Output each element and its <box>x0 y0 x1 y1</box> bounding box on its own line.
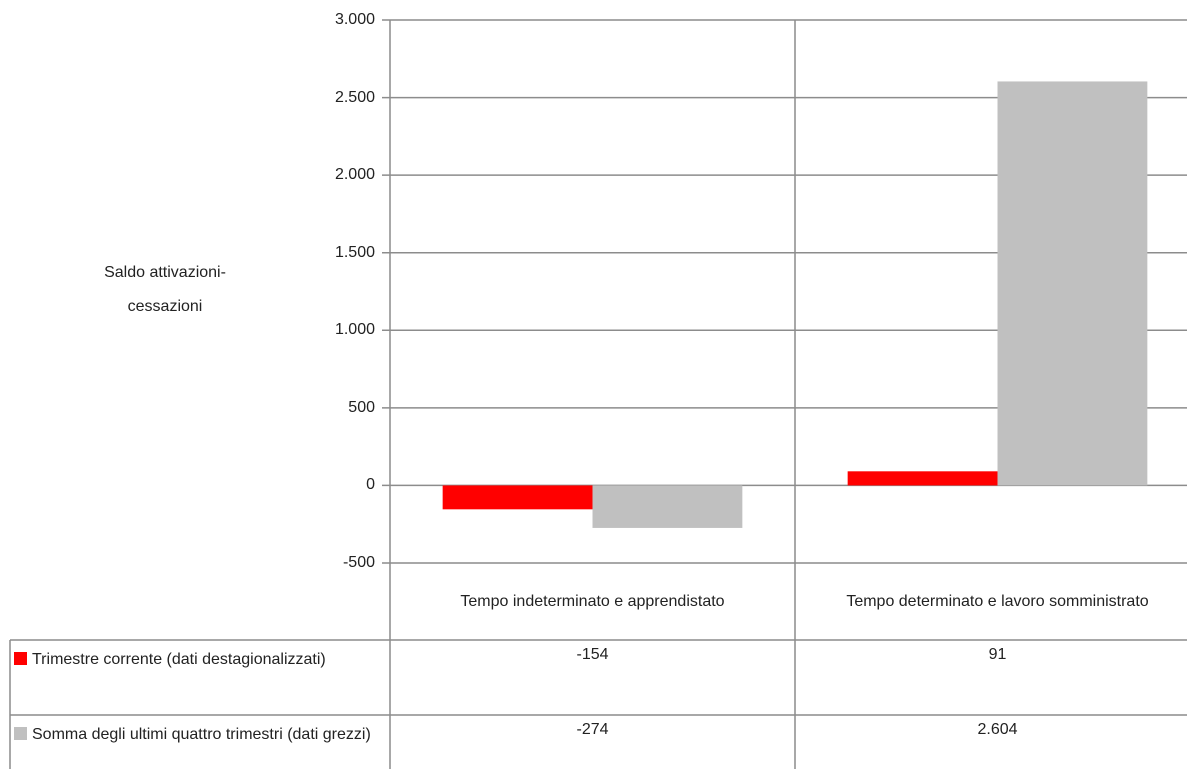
legend-swatch <box>14 727 27 740</box>
y-tick-label: 500 <box>348 398 375 416</box>
y-tick-label: 1.500 <box>334 243 375 261</box>
bar <box>592 485 743 528</box>
y-tick-label: -500 <box>342 554 375 571</box>
y-tick-label: 0 <box>366 476 375 494</box>
table-value: 2.604 <box>977 721 1018 738</box>
x-tick-label: Tempo determinato e lavoro somministrato <box>846 593 1149 610</box>
x-tick-label: Tempo indeterminato e apprendistato <box>460 593 725 610</box>
y-tick-label: 2.500 <box>334 88 375 106</box>
legend-label: Trimestre corrente (dati destagionalizza… <box>32 651 326 668</box>
y-tick-label: 2.000 <box>334 166 375 184</box>
table-value: -154 <box>576 646 609 663</box>
y-axis-title: Saldo attivazioni-cessazioni <box>104 264 226 315</box>
table-value: 91 <box>988 646 1007 663</box>
bar <box>847 471 998 486</box>
legend-swatch <box>14 652 27 665</box>
y-tick-label: 3.000 <box>334 11 375 28</box>
bar <box>997 81 1148 486</box>
legend-label: Somma degli ultimi quattro trimestri (da… <box>32 726 371 743</box>
bar <box>442 485 593 510</box>
y-tick-label: 1.000 <box>334 321 375 339</box>
table-value: -274 <box>576 721 609 738</box>
